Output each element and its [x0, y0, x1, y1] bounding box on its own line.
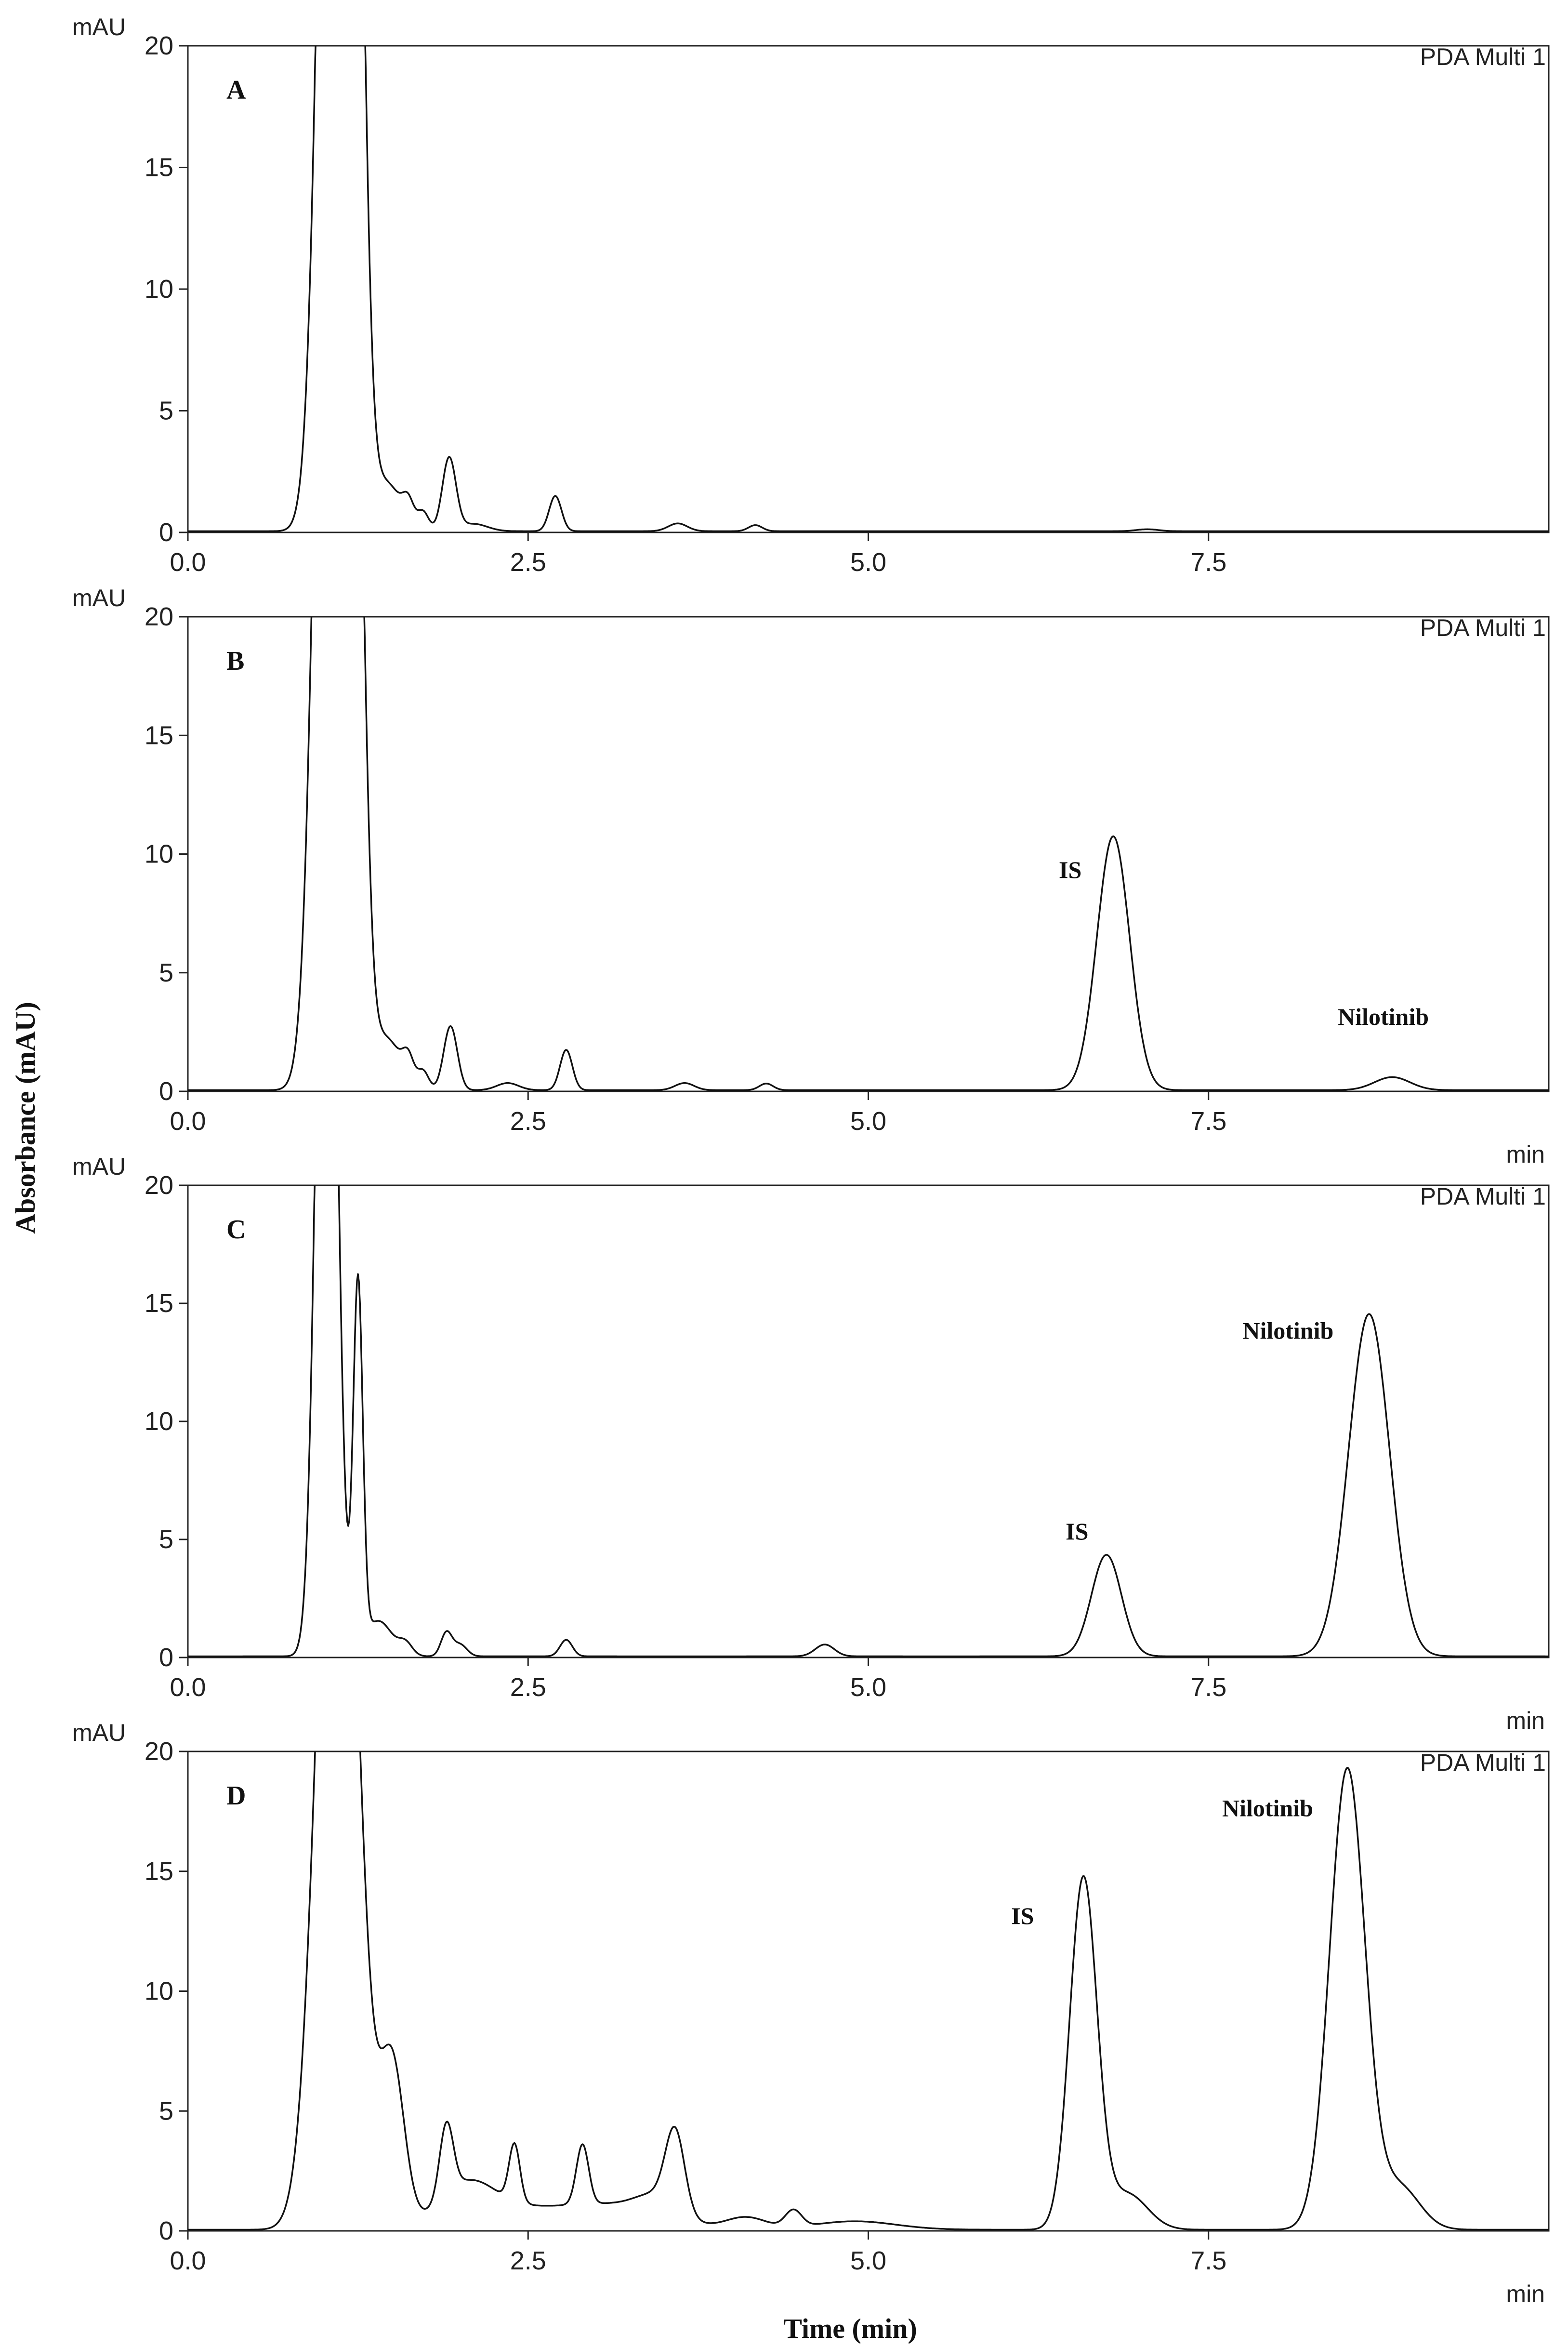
x-tick-label: 2.5	[510, 1673, 546, 1702]
y-tick-label: 5	[159, 958, 173, 987]
y-tick-label: 20	[145, 602, 173, 631]
peak-label: Nilotinib	[1222, 1794, 1313, 1821]
channel-label: PDA Multi 1	[1420, 614, 1546, 641]
y-tick-label: 0	[159, 518, 173, 547]
x-tick-label: 0.0	[170, 548, 206, 577]
y-tick-label: 20	[145, 31, 173, 60]
x-tick-label: 7.5	[1190, 2246, 1226, 2275]
x-tick-label: 5.0	[850, 1107, 886, 1136]
x-unit-label: min	[1506, 1141, 1545, 1168]
chromatogram-trace	[188, 617, 1549, 1091]
plot-frame	[187, 1184, 1550, 1658]
peak-label: IS	[1011, 1902, 1034, 1929]
y-unit-label: mAU	[72, 1153, 126, 1180]
panel-letter: D	[226, 1781, 246, 1811]
x-tick-label: 0.0	[170, 1673, 206, 1702]
peak-label: Nilotinib	[1242, 1317, 1333, 1344]
plot-frame	[187, 1750, 1550, 2232]
plot-frame	[187, 45, 1550, 533]
y-unit-label: mAU	[72, 584, 126, 611]
x-tick-label: 2.5	[510, 548, 546, 577]
y-tick-label: 5	[159, 1525, 173, 1554]
panel-d: 0 5 10 15 20 0.0 2.5 5.0 7.5 mAU min PDA Multi 1 D IS…	[72, 1719, 1550, 2307]
panel-letter: A	[226, 75, 246, 105]
y-tick-label: 10	[145, 275, 173, 304]
channel-label: PDA Multi 1	[1420, 1749, 1546, 1776]
y-tick-label: 0	[159, 1643, 173, 1672]
y-tick-label: 10	[145, 1977, 173, 2006]
y-tick-label: 20	[145, 1737, 173, 1766]
y-tick-label: 20	[145, 1171, 173, 1200]
panel-a: 0 5 10 15 20 0.0 2.5 5.0 7.5 mAU PDA Multi 1 A	[72, 13, 1550, 577]
channel-label: PDA Multi 1	[1420, 1183, 1546, 1210]
x-tick-label: 0.0	[170, 1107, 206, 1136]
y-tick-label: 0	[159, 2216, 173, 2245]
peak-label: Nilotinib	[1338, 1003, 1429, 1030]
panel-letter: B	[226, 646, 244, 676]
x-axis-title: Time (min)	[783, 2313, 917, 2344]
x-tick-label: 0.0	[170, 2246, 206, 2275]
y-tick-label: 15	[145, 1857, 173, 1886]
y-tick-label: 10	[145, 1407, 173, 1436]
x-unit-label: min	[1506, 1707, 1545, 1734]
panel-b: 0 5 10 15 20 0.0 2.5 5.0 7.5 mAU min PDA Multi 1 B IS…	[72, 584, 1550, 1168]
x-tick-label: 2.5	[510, 1107, 546, 1136]
peak-label: IS	[1066, 1518, 1088, 1545]
y-tick-label: 15	[145, 1289, 173, 1318]
y-tick-label: 10	[145, 840, 173, 869]
x-tick-label: 2.5	[510, 2246, 546, 2275]
y-axis-title: Absorbance (mAU)	[10, 1002, 41, 1234]
peak-label: IS	[1059, 856, 1081, 883]
y-unit-label: mAU	[72, 1719, 126, 1746]
x-unit-label: min	[1506, 2281, 1545, 2307]
panel-letter: C	[226, 1215, 246, 1245]
x-tick-label: 5.0	[850, 548, 886, 577]
chromatogram-trace	[188, 46, 1549, 532]
y-unit-label: mAU	[72, 13, 126, 40]
x-tick-label: 7.5	[1190, 1107, 1226, 1136]
x-tick-label: 5.0	[850, 2246, 886, 2275]
x-tick-label: 7.5	[1190, 548, 1226, 577]
y-tick-label: 15	[145, 721, 173, 750]
x-tick-label: 7.5	[1190, 1673, 1226, 1702]
x-tick-label: 5.0	[850, 1673, 886, 1702]
chromatogram-trace	[188, 1185, 1549, 1657]
y-tick-label: 15	[145, 153, 173, 182]
chromatogram-trace	[188, 1751, 1549, 2231]
y-tick-label: 0	[159, 1077, 173, 1106]
y-tick-label: 5	[159, 397, 173, 425]
channel-label: PDA Multi 1	[1420, 43, 1546, 70]
panel-c: 0 5 10 15 20 0.0 2.5 5.0 7.5 mAU min PDA Multi 1 C IS…	[72, 1153, 1550, 1734]
y-tick-label: 5	[159, 2096, 173, 2125]
